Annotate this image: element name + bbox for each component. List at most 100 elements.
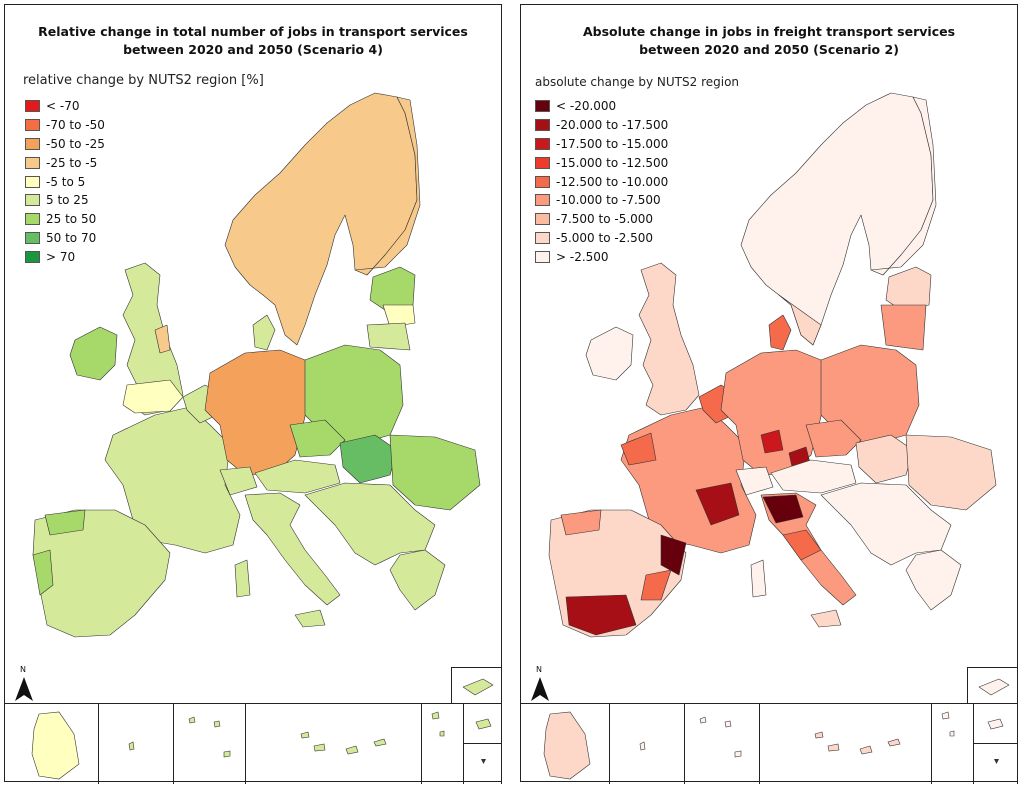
inset-box (422, 704, 464, 784)
region-iberia-north (44, 509, 86, 536)
legend: < -70 -70 to -50 -50 to -25 -25 to -5 -5 to … (25, 97, 105, 266)
legend-item: 25 to 50 (25, 210, 105, 229)
inset-box (685, 704, 760, 784)
region-switzerland (219, 466, 258, 496)
region-uk (638, 262, 700, 416)
legend-swatch (535, 156, 550, 169)
legend-label: -7.500 to -5.000 (556, 212, 654, 227)
inset-box (464, 704, 502, 744)
map-panel-relative-change: Relative change in total number of jobs … (4, 4, 502, 784)
legend-swatch (535, 194, 550, 207)
region-ireland (69, 326, 118, 381)
legend-item: 50 to 70 (25, 229, 105, 248)
region-italy-coast (782, 529, 822, 561)
map-title-line1: Absolute change in jobs in freight trans… (582, 24, 956, 39)
legend-label: -20.000 to -17.500 (556, 118, 669, 133)
legend-label: < -20.000 (556, 99, 617, 114)
legend-label: < -70 (46, 99, 80, 114)
region-finland (870, 96, 937, 276)
region-greece (905, 549, 962, 611)
legend-swatch (535, 100, 550, 113)
legend-swatch (25, 156, 40, 169)
region-italy (244, 492, 341, 606)
legend-swatch (25, 100, 40, 113)
legend-item: -20.000 to -17.500 (535, 116, 668, 135)
region-greece (389, 549, 446, 611)
legend-label: -12.500 to -10.000 (556, 174, 669, 189)
inset-box (246, 704, 422, 784)
region-hungary (855, 434, 914, 484)
legend-item: < -70 (25, 97, 105, 116)
region-iberia-north (560, 509, 602, 536)
north-arrow: N (529, 665, 551, 705)
region-uk-south (122, 379, 184, 414)
region-uk (122, 262, 184, 416)
legend-swatch (535, 213, 550, 226)
legend-label: > 70 (46, 249, 76, 264)
region-baltic-yellow (382, 304, 416, 328)
legend-label: -50 to -25 (46, 136, 105, 151)
north-label: N (20, 665, 26, 674)
region-baltics (885, 266, 932, 311)
region-germany (720, 349, 827, 476)
region-germany (204, 349, 311, 476)
legend-item: -25 to -5 (25, 153, 105, 172)
legend-label: -5 to 5 (46, 174, 86, 189)
legend-swatch (25, 194, 40, 207)
europe-map (548, 92, 1010, 696)
legend-label: -17.500 to -15.000 (556, 136, 669, 151)
region-uk-orange (154, 324, 171, 354)
inset-cyprus (967, 667, 1017, 703)
region-france-west (620, 432, 657, 466)
region-catalonia (660, 534, 687, 576)
inset-box (174, 704, 246, 784)
legend-item: -10.000 to -7.500 (535, 191, 668, 210)
inset-box (974, 744, 1018, 784)
map-title: Relative change in total number of jobs … (25, 23, 481, 59)
legend-item: -15.000 to -12.500 (535, 153, 668, 172)
north-arrow-icon (531, 677, 549, 701)
legend: < -20.000 -20.000 to -17.500 -17.500 to -1… (535, 97, 668, 266)
legend-label: -70 to -50 (46, 118, 105, 133)
legend-item: -7.500 to -5.000 (535, 210, 668, 229)
north-label: N (536, 665, 542, 674)
region-belarus-area (880, 304, 927, 351)
legend-item: -12.500 to -10.000 (535, 172, 668, 191)
legend-swatch (25, 175, 40, 188)
legend-swatch (25, 231, 40, 244)
region-andalusia (565, 594, 637, 636)
legend-label: -5.000 to -2.500 (556, 230, 654, 245)
inset-box (99, 704, 174, 784)
region-sweden-south (778, 294, 822, 346)
north-arrow: N (13, 665, 35, 705)
europe-map (32, 92, 494, 696)
legend-item: 5 to 25 (25, 191, 105, 210)
legend-item: -5.000 to -2.500 (535, 229, 668, 248)
legend-label: 5 to 25 (46, 193, 89, 208)
region-france-south (695, 482, 740, 526)
legend-item: -70 to -50 (25, 116, 105, 135)
legend-swatch (535, 175, 550, 188)
inset-box (520, 704, 610, 784)
legend-title: relative change by NUTS2 region [%] (23, 73, 264, 88)
region-austria (254, 459, 341, 494)
inset-row (4, 703, 502, 784)
region-germany-red (760, 429, 784, 454)
region-sardinia (234, 559, 251, 598)
inset-box (464, 744, 502, 784)
legend-item: -50 to -25 (25, 135, 105, 154)
inset-cyprus (451, 667, 501, 703)
inset-box (760, 704, 932, 784)
region-denmark (768, 314, 792, 351)
inset-row (520, 703, 1018, 784)
legend-swatch (25, 250, 40, 263)
legend-item: > 70 (25, 247, 105, 266)
legend-label: -15.000 to -12.500 (556, 155, 669, 170)
region-lithuania (366, 322, 411, 351)
region-ireland (585, 326, 634, 381)
region-switzerland (735, 466, 774, 496)
region-sicily (294, 609, 326, 628)
map-title-line1: Relative change in total number of jobs … (38, 24, 468, 39)
legend-swatch (25, 213, 40, 226)
region-czechia (289, 419, 346, 458)
